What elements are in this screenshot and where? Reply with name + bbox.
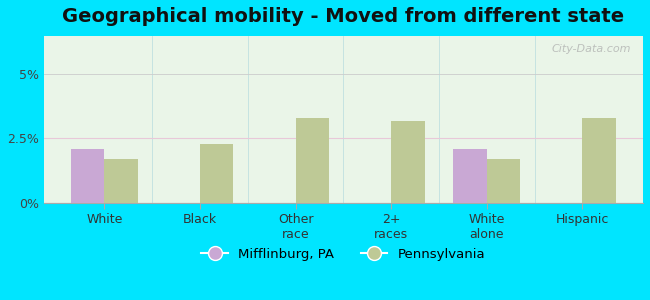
Bar <box>296 118 329 202</box>
Bar <box>71 149 105 203</box>
Bar <box>105 159 138 202</box>
Title: Geographical mobility - Moved from different state: Geographical mobility - Moved from diffe… <box>62 7 625 26</box>
Bar <box>200 144 233 202</box>
Bar <box>391 121 424 202</box>
Text: City-Data.com: City-Data.com <box>552 44 631 54</box>
Bar <box>453 149 487 203</box>
Legend: Mifflinburg, PA, Pennsylvania: Mifflinburg, PA, Pennsylvania <box>196 242 491 266</box>
Bar <box>582 118 616 202</box>
Bar <box>487 159 520 202</box>
